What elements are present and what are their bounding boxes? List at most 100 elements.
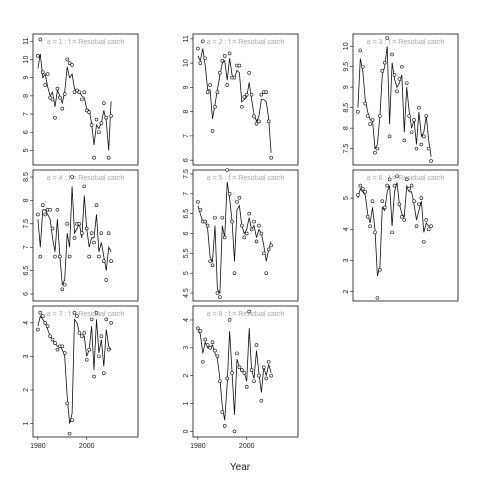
panel-strip-label: a = 4 : f = Residual catch (47, 175, 125, 182)
data-point (50, 226, 55, 231)
data-point (109, 320, 113, 325)
data-point (106, 231, 111, 235)
fitted-line (357, 46, 432, 157)
data-point (36, 54, 40, 58)
data-point (257, 373, 261, 378)
data-point (254, 121, 259, 126)
data-point (75, 314, 79, 318)
data-point (240, 368, 244, 372)
x-tick-label: 1980 (30, 443, 46, 450)
data-point (247, 71, 251, 75)
data-point (269, 243, 273, 248)
data-point (227, 318, 232, 322)
data-point (365, 114, 370, 118)
y-tick-label: 4 (23, 321, 30, 325)
data-point (235, 199, 239, 204)
data-point (104, 278, 109, 282)
panel-6: a = 8 : f = Residual catch 0 1 2 3 4 1980 2000 (183, 305, 299, 450)
data-point (220, 58, 225, 63)
data-point (266, 359, 271, 364)
data-point (87, 254, 91, 259)
data-point (227, 192, 232, 196)
data-point (237, 63, 242, 68)
data-point (417, 202, 421, 207)
data-point (196, 46, 200, 51)
data-point (82, 90, 87, 95)
panel-2: a = 4 : f = Residual catch 6 6.5 7 7.5 8 8.5 (23, 169, 139, 302)
data-point (220, 215, 225, 220)
data-point (412, 118, 416, 122)
data-point (222, 235, 227, 240)
y-tick-label: 1 (183, 402, 190, 406)
data-point (203, 337, 208, 342)
data-point (400, 64, 404, 69)
y-tick-label: 2 (183, 374, 190, 378)
panel-3: a = 7 : f = Residual catch 1 2 3 4 1980 2000 (23, 305, 139, 450)
data-point (94, 117, 99, 122)
data-point (205, 90, 210, 95)
data-point (198, 207, 203, 212)
x-tick-label: 2000 (79, 443, 95, 450)
data-point (70, 418, 74, 423)
data-point (429, 224, 433, 228)
data-point (227, 51, 232, 56)
data-point (89, 317, 94, 322)
data-point (402, 138, 407, 143)
data-point (55, 86, 60, 91)
data-point (50, 97, 55, 102)
data-point (215, 90, 220, 95)
data-point (200, 359, 205, 364)
y-tick-label: 6 (23, 130, 30, 134)
data-point (40, 70, 45, 75)
y-tick-label: 10 (183, 59, 190, 67)
data-point (244, 385, 249, 389)
data-point (264, 271, 269, 276)
data-point (77, 331, 82, 335)
data-point (368, 122, 372, 126)
y-tick-label: 4.5 (183, 288, 190, 298)
data-point (247, 309, 251, 314)
data-point (240, 104, 244, 109)
data-point (60, 106, 65, 111)
data-point (237, 365, 242, 370)
data-point (358, 48, 363, 53)
data-point (208, 346, 212, 350)
data-point (70, 175, 74, 179)
data-point (247, 211, 251, 216)
data-point (409, 130, 414, 135)
y-tick-label: 7.5 (23, 219, 30, 229)
data-point (106, 347, 111, 352)
panel-strip-label: a = 1 : f = Residual catch (47, 39, 125, 46)
data-point (422, 239, 426, 244)
data-point (220, 410, 225, 414)
y-tick-label: 8 (343, 126, 350, 130)
data-point (252, 219, 256, 224)
data-point (230, 219, 234, 224)
data-point (373, 230, 377, 235)
data-point (48, 334, 52, 339)
y-tick-label: 2 (343, 290, 350, 294)
panel-strip-label: a = 3 : f = Residual catch (367, 39, 445, 46)
data-point (94, 203, 99, 207)
y-tick-label: 7.5 (183, 169, 190, 179)
data-point (97, 354, 101, 359)
data-point (210, 340, 215, 345)
data-point (262, 251, 266, 256)
data-point (252, 379, 256, 384)
data-point (387, 177, 392, 182)
y-tick-label: 9 (183, 85, 190, 89)
data-point (242, 235, 247, 240)
data-point (72, 310, 77, 315)
data-point (222, 424, 227, 428)
panel-frame (352, 33, 459, 166)
y-tick-label: 10 (23, 55, 30, 63)
data-point (222, 54, 227, 58)
data-point (67, 254, 72, 259)
data-point (92, 240, 96, 245)
data-point (422, 134, 426, 139)
data-point (62, 282, 67, 287)
data-point (397, 77, 402, 81)
panel-4: a = 2 : f = Residual catch 6 7 8 9 10 11 (183, 33, 299, 166)
data-point (38, 37, 43, 42)
